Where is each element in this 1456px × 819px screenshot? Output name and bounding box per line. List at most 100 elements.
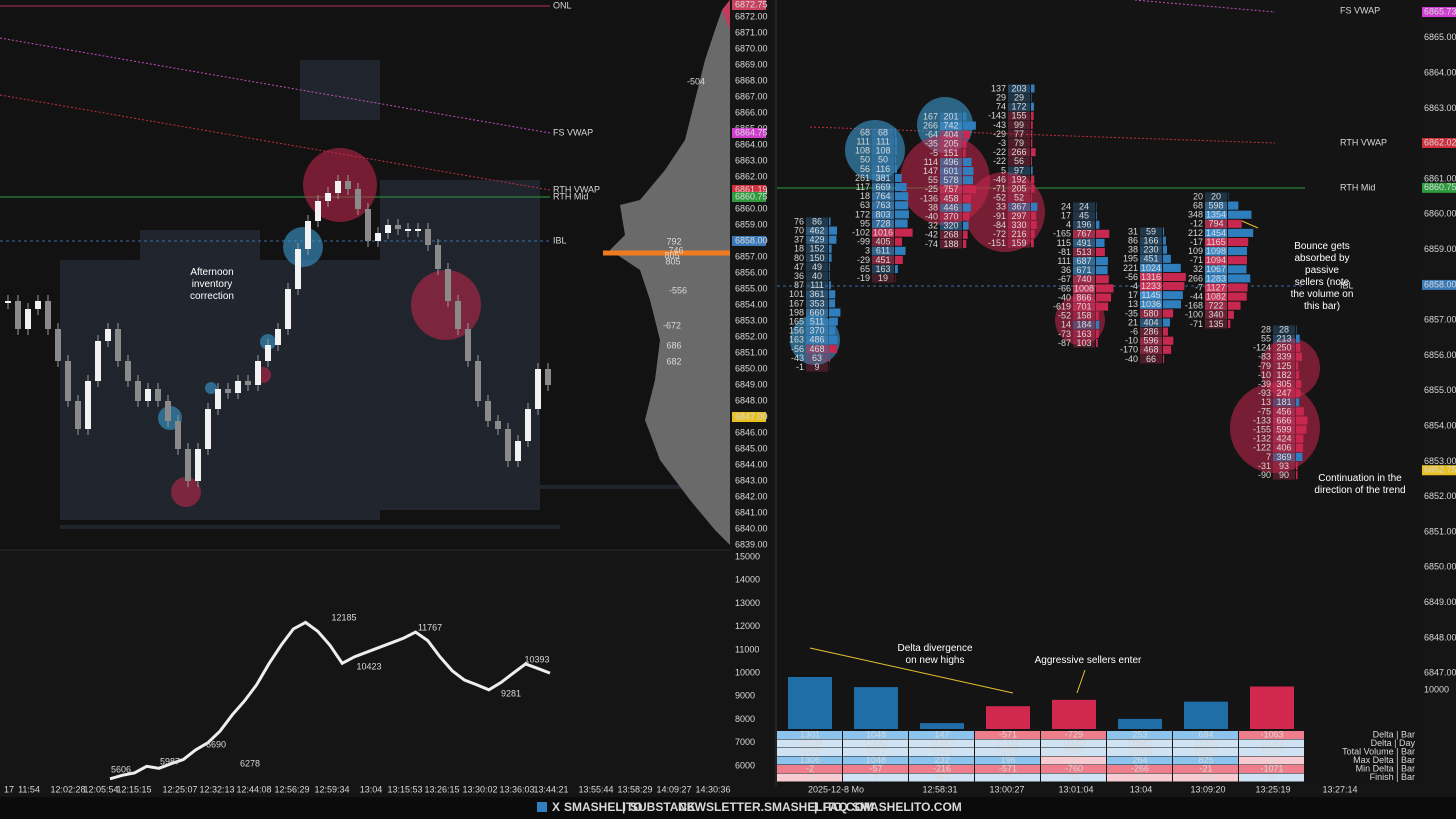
footprint-delta: -43 <box>993 120 1006 130</box>
delta-label: 5987 <box>160 756 180 766</box>
footprint-volume: 462 <box>809 225 824 235</box>
footprint-cell <box>872 192 894 201</box>
footprint-volume: 763 <box>875 200 890 210</box>
footprint-cell <box>1073 202 1095 212</box>
footprint-profile <box>1031 93 1032 102</box>
footprint-cell <box>806 363 828 372</box>
table-value: 1301 <box>800 730 820 740</box>
delta-bar <box>986 706 1030 729</box>
footprint-volume: 68 <box>878 127 888 137</box>
footprint-delta: 18 <box>860 191 870 201</box>
footprint-delta: -79 <box>1258 361 1271 371</box>
footprint-volume: 601 <box>943 166 958 176</box>
table-cell <box>975 773 1040 782</box>
footprint-volume: 660 <box>809 307 824 317</box>
candle <box>345 181 351 189</box>
candle <box>425 229 431 245</box>
x-tick-label: 13:36:03 <box>499 784 534 794</box>
footprint-volume: 24 <box>1079 201 1089 211</box>
footprint-delta: -84 <box>993 220 1006 230</box>
table-cell <box>777 739 842 748</box>
delta-bar <box>1118 718 1162 729</box>
footprint-cell <box>1273 343 1295 353</box>
footprint-delta: 21 <box>1128 317 1138 327</box>
footprint-profile <box>1228 301 1241 310</box>
profile-label: 682 <box>666 356 681 366</box>
row-label: Delta | Bar <box>1373 730 1415 740</box>
price-tag <box>1422 138 1456 148</box>
row-label: Total Volume | Bar <box>1342 747 1415 757</box>
footprint-delta: -39 <box>1258 379 1271 389</box>
footprint-profile <box>963 121 976 130</box>
footprint-delta: -72 <box>993 229 1006 239</box>
footprint-delta: -71 <box>1190 319 1203 329</box>
footprint-delta: -35 <box>925 139 938 149</box>
footprint-cell <box>806 290 828 299</box>
footprint-profile <box>963 194 971 203</box>
candle <box>115 329 121 361</box>
table-value: 3259 <box>998 747 1018 757</box>
table-value: -2 <box>1070 755 1078 765</box>
y-tick-label: 10000 <box>1424 684 1449 694</box>
footprint-volume: 1016 <box>873 227 893 237</box>
footprint-volume: 77 <box>1014 129 1024 139</box>
footprint-cell <box>806 308 828 318</box>
footprint-volume: 90 <box>1279 470 1289 480</box>
footprint-delta: -90 <box>1258 470 1271 480</box>
footprint-delta: 65 <box>860 264 870 274</box>
candle <box>465 329 471 361</box>
footprint-delta: -29 <box>857 255 870 265</box>
footprint-cell <box>872 210 894 219</box>
footprint-delta: -19 <box>857 273 870 283</box>
table-cell <box>909 765 974 773</box>
footprint-profile <box>1228 210 1252 219</box>
footprint-cell <box>940 121 962 131</box>
table-value: 11626 <box>1194 738 1218 748</box>
footprint-volume: 381 <box>875 173 890 183</box>
table-cell <box>1041 739 1106 748</box>
footprint-volume: 767 <box>1076 229 1091 239</box>
footprint-delta: -122 <box>1253 443 1271 453</box>
footprint-delta: 221 <box>1123 263 1138 273</box>
footprint-profile <box>1096 257 1108 266</box>
footprint-volume: 151 <box>943 148 958 158</box>
footprint-delta: 13 <box>1261 397 1271 407</box>
footprint-delta: -52 <box>993 193 1006 203</box>
footprint-volume: 458 <box>943 193 958 203</box>
footprint-delta: -31 <box>1258 461 1271 471</box>
footprint-cell <box>940 194 962 203</box>
footprint-profile <box>895 237 903 246</box>
footprint-cell <box>1140 245 1162 255</box>
footprint-delta: 4 <box>1066 220 1071 230</box>
footprint-volume: 1082 <box>1206 291 1226 301</box>
footprint-delta: -3 <box>998 138 1006 148</box>
footprint-delta: -22 <box>993 156 1006 166</box>
footprint-volume: 163 <box>1076 329 1091 339</box>
table-value: 0 <box>1005 772 1010 782</box>
footprint-profile <box>1096 238 1105 247</box>
y-tick-label: 6845.00 <box>735 443 768 453</box>
footprint-volume: 511 <box>810 316 824 326</box>
footprint-profile <box>895 228 913 237</box>
footprint-profile <box>1296 416 1308 425</box>
footprint-profile <box>1163 318 1171 327</box>
footprint-cell <box>940 212 962 222</box>
footprint-profile <box>1163 263 1181 272</box>
footprint-profile <box>1296 407 1304 416</box>
table-value: 196 <box>1000 755 1015 765</box>
footprint-delta: 167 <box>923 111 938 121</box>
footprint-volume: 19 <box>878 273 888 283</box>
footprint-profile <box>829 272 830 281</box>
footprint-volume: 451 <box>1143 254 1158 264</box>
footprint-profile <box>1031 175 1035 184</box>
footprint-cell <box>1073 266 1095 275</box>
footprint-profile <box>1163 327 1168 336</box>
x-tick-label: 13:00:27 <box>989 784 1024 794</box>
footprint-volume: 125 <box>1276 361 1291 371</box>
footprint-profile <box>1296 461 1298 471</box>
table-value: 10555 <box>1127 747 1152 757</box>
footprint-cell <box>1140 309 1162 318</box>
footprint-cell <box>940 167 962 176</box>
table-value: 8905 <box>1064 747 1084 757</box>
